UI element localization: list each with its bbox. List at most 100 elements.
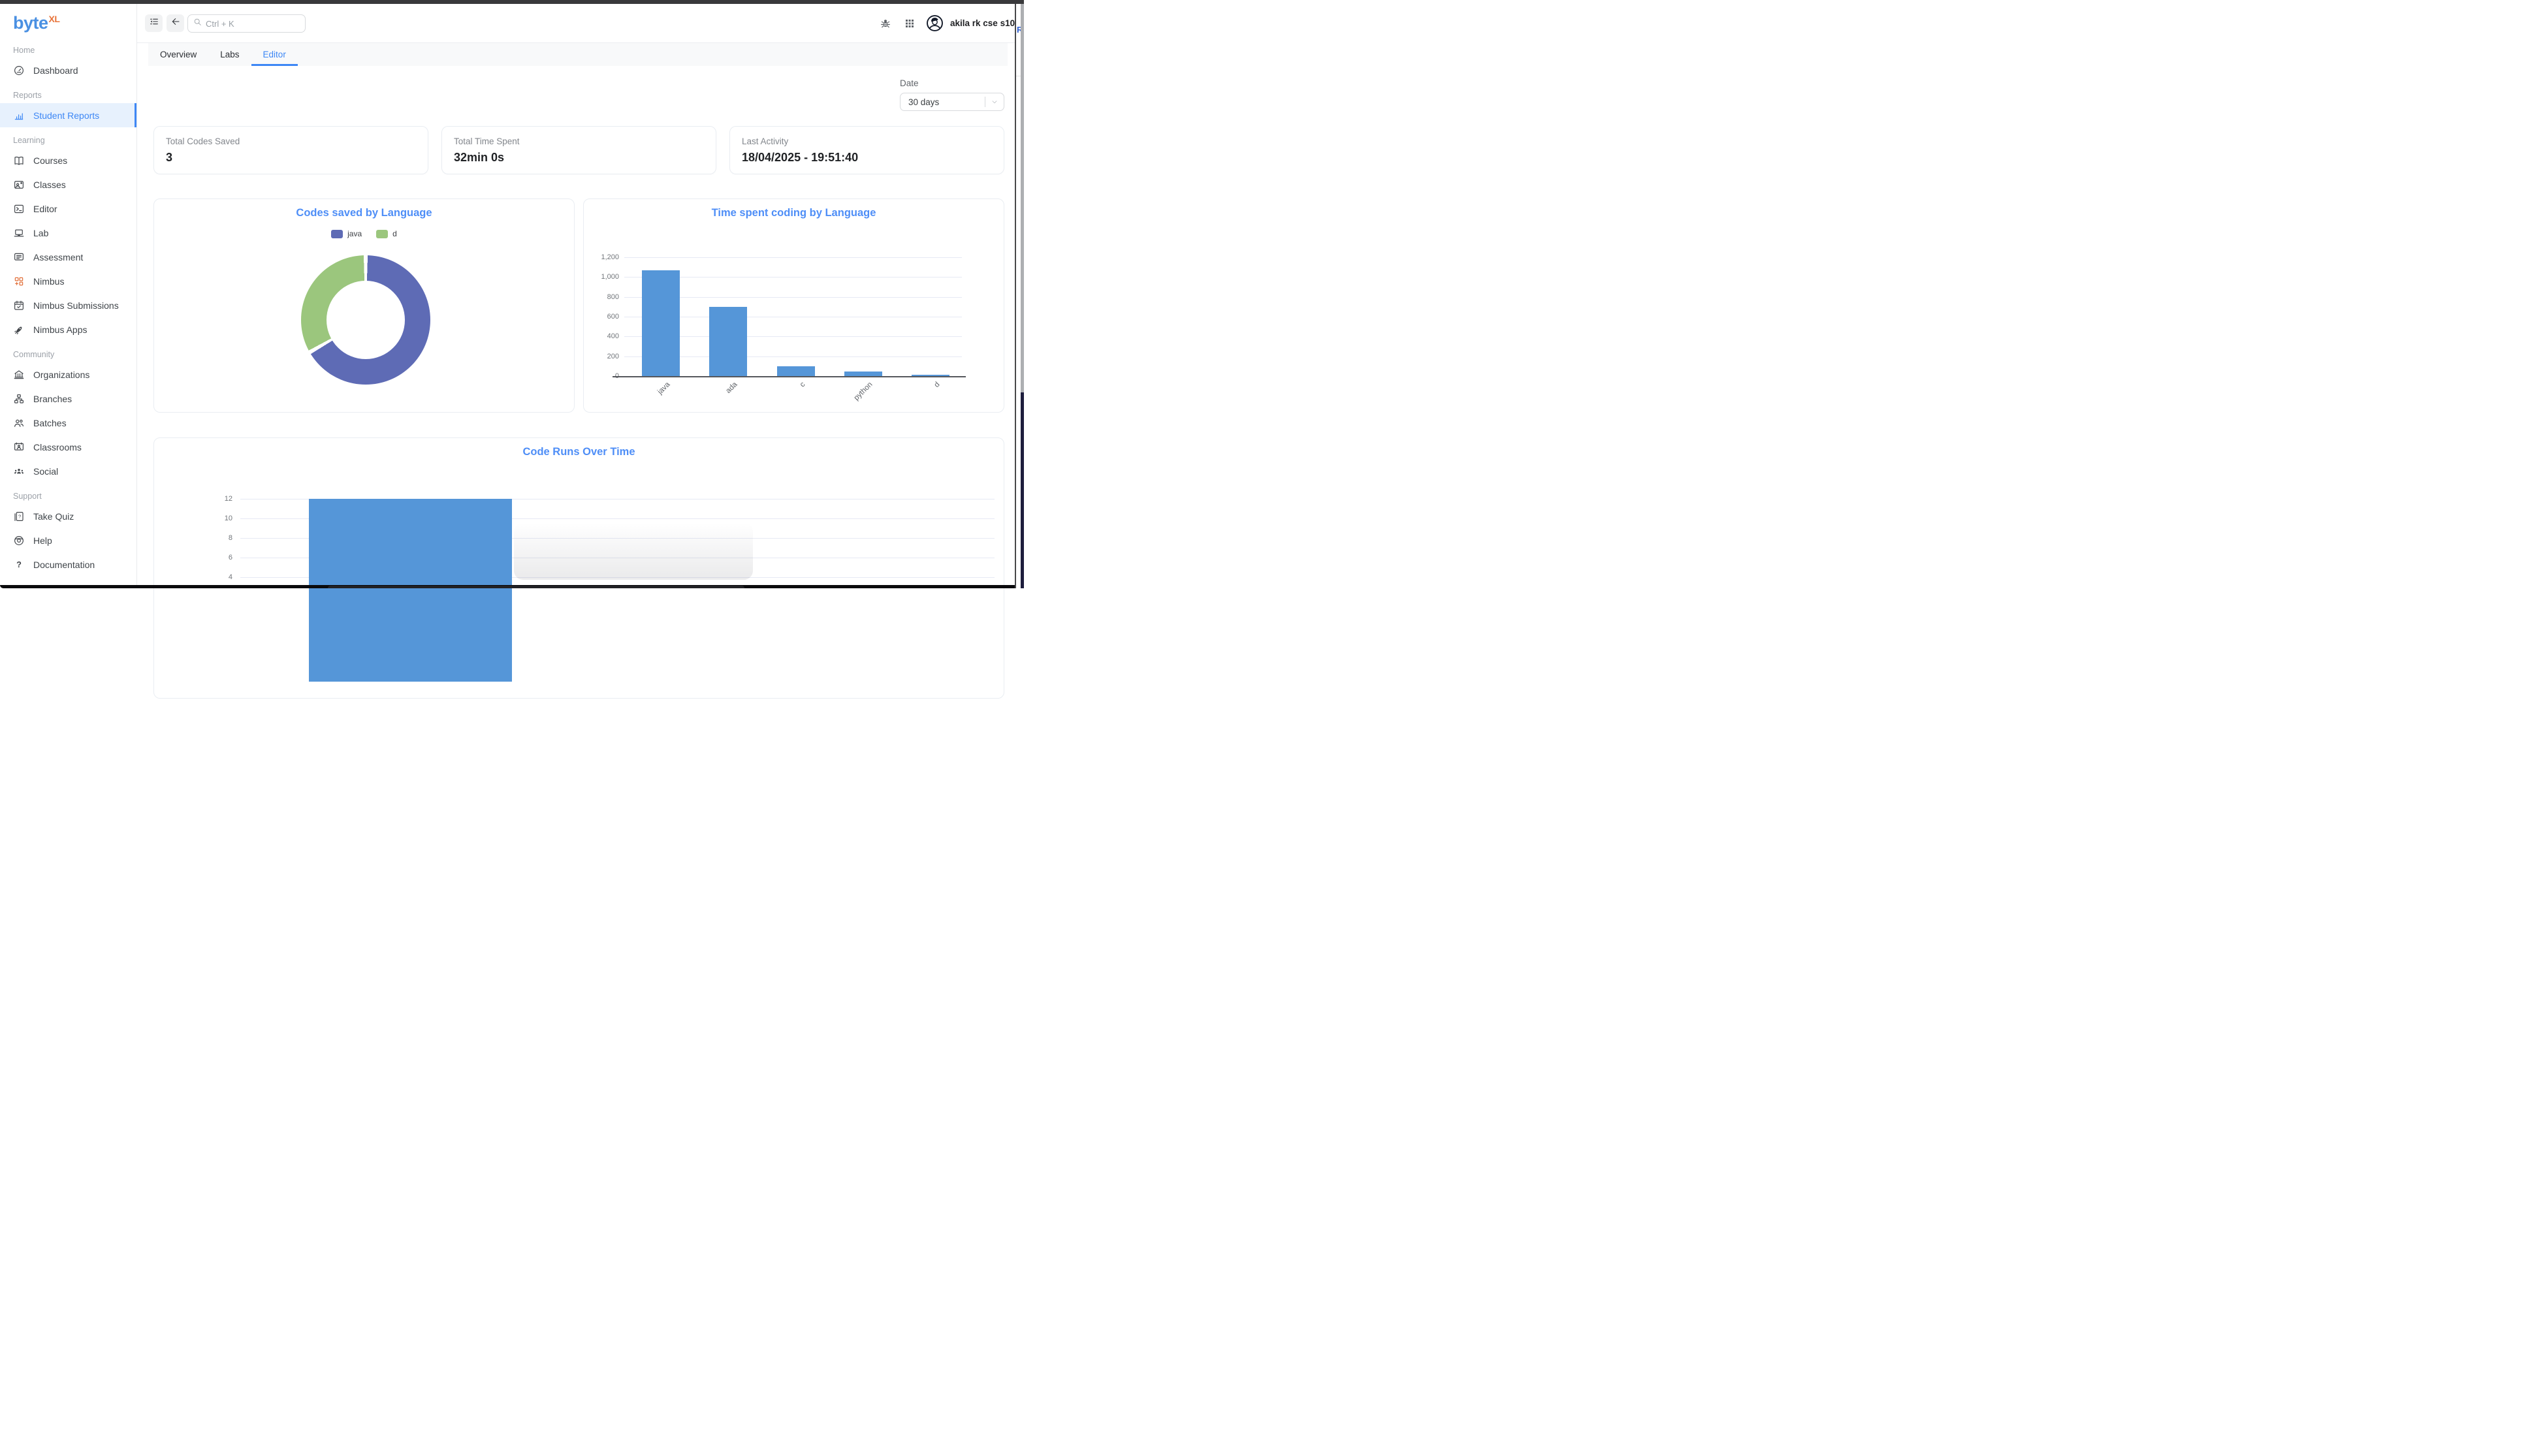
sidebar-item-label: Branches bbox=[33, 393, 72, 404]
stat-card-total-time-spent: Total Time Spent 32min 0s bbox=[441, 126, 716, 174]
legend-item-d[interactable]: d bbox=[376, 229, 397, 238]
question-mark-icon: ? bbox=[13, 559, 25, 571]
stat-label: Last Activity bbox=[742, 136, 789, 146]
sidebar-item-assessment[interactable]: Assessment bbox=[0, 245, 136, 269]
dock-shadow bbox=[514, 522, 753, 580]
sidebar-item-lab[interactable]: Lab bbox=[0, 221, 136, 245]
sidebar-item-label: Take Quiz bbox=[33, 511, 74, 522]
apps-grid-icon[interactable] bbox=[904, 18, 916, 29]
sidebar-item-batches[interactable]: Batches bbox=[0, 411, 136, 435]
date-range-value: 30 days bbox=[908, 97, 940, 107]
sidebar-item-nimbus[interactable]: Nimbus bbox=[0, 269, 136, 293]
time-spent-chart-card: Time spent coding by Language 0200400600… bbox=[583, 198, 1004, 413]
scrollbar-thumb[interactable] bbox=[1021, 4, 1024, 392]
legend-swatch bbox=[376, 229, 389, 238]
legend-label: java bbox=[347, 229, 362, 238]
sidebar-item-label: Courses bbox=[33, 155, 68, 166]
classroom-icon bbox=[13, 441, 25, 453]
dashboard-icon bbox=[13, 65, 25, 76]
user-name[interactable]: akila rk cse s10 bbox=[950, 18, 1015, 28]
sidebar-item-nimbus-submissions[interactable]: Nimbus Submissions bbox=[0, 293, 136, 317]
bar-java bbox=[641, 270, 680, 376]
tab-editor[interactable]: Editor bbox=[251, 43, 298, 66]
legend-item-java[interactable]: java bbox=[331, 229, 362, 238]
gridline bbox=[624, 257, 962, 258]
y-tick-label: 8 bbox=[228, 534, 232, 542]
y-tick-label: 200 bbox=[607, 352, 619, 360]
sidebar-item-help[interactable]: Help bbox=[0, 528, 136, 552]
sidebar-item-classes[interactable]: Classes bbox=[0, 172, 136, 197]
terminal-icon bbox=[13, 203, 25, 215]
tab-labs[interactable]: Labs bbox=[220, 50, 240, 59]
code-runs-chart-card: Code Runs Over Time 12 10 8 6 4 bbox=[153, 437, 1004, 699]
stat-value: 32min 0s bbox=[454, 151, 505, 164]
donut-chart-title: Codes saved by Language bbox=[296, 207, 432, 219]
stat-value: 18/04/2025 - 19:51:40 bbox=[742, 151, 859, 164]
y-tick-label: 400 bbox=[607, 332, 619, 341]
stat-label: Total Time Spent bbox=[454, 136, 520, 146]
sidebar: byteXL Home Dashboard Reports Student Repor… bbox=[0, 4, 137, 588]
sidebar-item-label: Nimbus Submissions bbox=[33, 300, 119, 311]
donut-legend: java d bbox=[154, 229, 574, 238]
x-tick-label: java bbox=[656, 381, 672, 396]
right-edge-panel: R bbox=[1015, 4, 1024, 588]
sidebar-item-nimbus-apps[interactable]: Nimbus Apps bbox=[0, 317, 136, 341]
sidebar-item-classrooms[interactable]: Classrooms bbox=[0, 435, 136, 459]
avatar[interactable] bbox=[926, 14, 944, 32]
gridline bbox=[240, 577, 995, 578]
stat-label: Total Codes Saved bbox=[166, 136, 240, 146]
sidebar-item-social[interactable]: Social bbox=[0, 459, 136, 483]
back-button[interactable] bbox=[167, 14, 184, 32]
y-tick-label: 12 bbox=[224, 495, 232, 503]
svg-text:?: ? bbox=[18, 513, 21, 519]
bar-ada bbox=[709, 307, 748, 376]
sidebar-item-take-quiz[interactable]: ? Take Quiz bbox=[0, 504, 136, 528]
search-box[interactable] bbox=[187, 14, 306, 33]
byteXL-logo[interactable]: byteXL bbox=[0, 4, 136, 37]
scrollbar-track[interactable] bbox=[1021, 392, 1024, 588]
sidebar-section-reports: Reports bbox=[13, 91, 42, 100]
y-tick-label: 600 bbox=[607, 313, 619, 321]
rocket-icon bbox=[13, 324, 25, 336]
gridline bbox=[624, 296, 962, 298]
gridline bbox=[240, 518, 995, 519]
bug-report-icon[interactable] bbox=[880, 18, 891, 29]
x-tick-label: python bbox=[852, 381, 874, 402]
people-icon bbox=[13, 417, 25, 429]
bar-chart-title: Time spent coding by Language bbox=[711, 207, 876, 219]
bar-d bbox=[912, 375, 950, 376]
sidebar-item-label: Help bbox=[33, 535, 52, 546]
assessment-icon bbox=[13, 251, 25, 263]
sidebar-item-organizations[interactable]: Organizations bbox=[0, 362, 136, 387]
search-input[interactable] bbox=[206, 18, 300, 29]
code-runs-chart-title: Code Runs Over Time bbox=[522, 446, 635, 458]
tab-overview[interactable]: Overview bbox=[160, 50, 197, 59]
gridline bbox=[624, 336, 962, 338]
sidebar-item-courses[interactable]: Courses bbox=[0, 148, 136, 172]
y-tick-label: 1,200 bbox=[601, 253, 619, 261]
sidebar-item-label: Assessment bbox=[33, 251, 84, 262]
sidebar-item-branches[interactable]: Branches bbox=[0, 387, 136, 411]
sidebar-item-dashboard[interactable]: Dashboard bbox=[0, 58, 136, 82]
sidebar-item-student-reports[interactable]: Student Reports bbox=[0, 103, 136, 127]
x-tick-label: c bbox=[798, 381, 806, 389]
window-top-strip bbox=[0, 0, 1024, 4]
date-range-select[interactable]: 30 days bbox=[900, 93, 1004, 111]
sidebar-item-label: Student Reports bbox=[33, 110, 100, 121]
bar-python bbox=[844, 372, 882, 376]
sidebar-item-documentation[interactable]: ? Documentation bbox=[0, 552, 136, 577]
collapse-sidebar-button[interactable] bbox=[145, 14, 163, 32]
sidebar-item-label: Editor bbox=[33, 203, 57, 214]
legend-swatch bbox=[331, 229, 343, 238]
y-tick-label: 4 bbox=[228, 573, 232, 581]
class-photo-icon bbox=[13, 179, 25, 191]
codes-saved-chart-card: Codes saved by Language java d bbox=[153, 198, 575, 413]
y-tick-label: 10 bbox=[224, 514, 232, 522]
bar-code-runs bbox=[309, 499, 512, 682]
book-icon bbox=[13, 155, 25, 166]
chevron-down-icon bbox=[985, 98, 1004, 106]
sidebar-section-community: Community bbox=[13, 350, 55, 359]
sidebar-item-editor[interactable]: Editor bbox=[0, 197, 136, 221]
stat-card-last-activity: Last Activity 18/04/2025 - 19:51:40 bbox=[729, 126, 1004, 174]
nimbus-grid-icon bbox=[13, 276, 25, 287]
